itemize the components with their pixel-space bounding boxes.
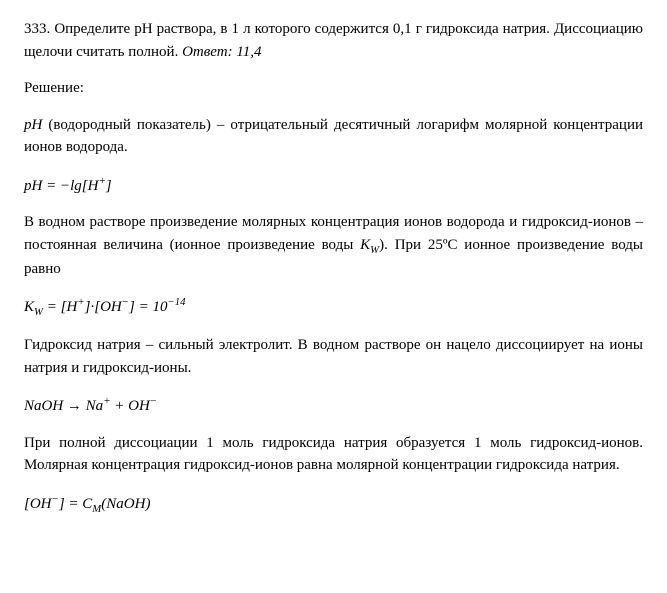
definition-ph: pH (водородный показатель) – отрицательн…: [24, 114, 643, 159]
formula-rhs-suffix: ]: [106, 178, 112, 194]
oh-charge2: −: [122, 296, 129, 308]
problem-number: 333.: [24, 21, 50, 37]
ph-definition: (водородный показатель) – отрицательный …: [24, 117, 643, 156]
kw-sub: W: [370, 244, 379, 256]
answer-label: Ответ:: [182, 44, 232, 60]
kw: K: [24, 299, 34, 315]
h-charge2: +: [77, 296, 84, 308]
c4: C: [82, 496, 92, 512]
formula-dissociation: NaOH → Na+ + OH−: [24, 393, 643, 418]
naoh3: NaOH: [24, 398, 63, 414]
kw-sub2: W: [34, 306, 43, 318]
para-ionic-product: В водном растворе произведение молярных …: [24, 211, 643, 280]
na3: Na: [86, 398, 104, 414]
oh2: OH: [100, 299, 122, 315]
c-sub4: M: [92, 503, 101, 515]
ion-charge: +: [98, 175, 105, 187]
h2: H: [66, 299, 77, 315]
arrow3: →: [63, 398, 86, 414]
kw-symbol: K: [360, 237, 370, 253]
pclose4: ): [145, 496, 150, 512]
problem-text: Определите рН раствора, в 1 л которого с…: [24, 21, 643, 60]
oh4: OH: [30, 496, 52, 512]
naoh4: NaOH: [106, 496, 145, 512]
rbracket4: ] =: [59, 496, 82, 512]
ion-h: H: [88, 178, 99, 194]
problem-statement: 333. Определите рН раствора, в 1 л котор…: [24, 18, 643, 63]
eq2: = [: [43, 299, 66, 315]
oh-charge4: −: [52, 493, 59, 505]
oh-charge3: −: [150, 395, 157, 407]
ph-term: pH: [24, 117, 42, 133]
end2: ] = 10: [129, 299, 167, 315]
exp2: −14: [168, 296, 186, 308]
formula-eq: =: [42, 178, 60, 194]
para-full-dissociation: При полной диссоциации 1 моль гидроксида…: [24, 432, 643, 477]
answer-value: 11,4: [236, 44, 261, 60]
formula-ph: pH = −lg[H+]: [24, 173, 643, 198]
para-naoh-electrolyte: Гидроксид натрия – сильный электролит. В…: [24, 334, 643, 379]
formula-rhs-prefix: −lg[: [60, 178, 88, 194]
formula-concentration: [OH−] = CM(NaOH): [24, 491, 643, 517]
plus3: +: [110, 398, 128, 414]
formula-kw: KW = [H+]·[OH−] = 10−14: [24, 294, 643, 320]
solution-label: Решение:: [24, 77, 643, 100]
oh3: OH: [128, 398, 150, 414]
mid2: ]·[: [85, 299, 100, 315]
formula-lhs: pH: [24, 178, 42, 194]
